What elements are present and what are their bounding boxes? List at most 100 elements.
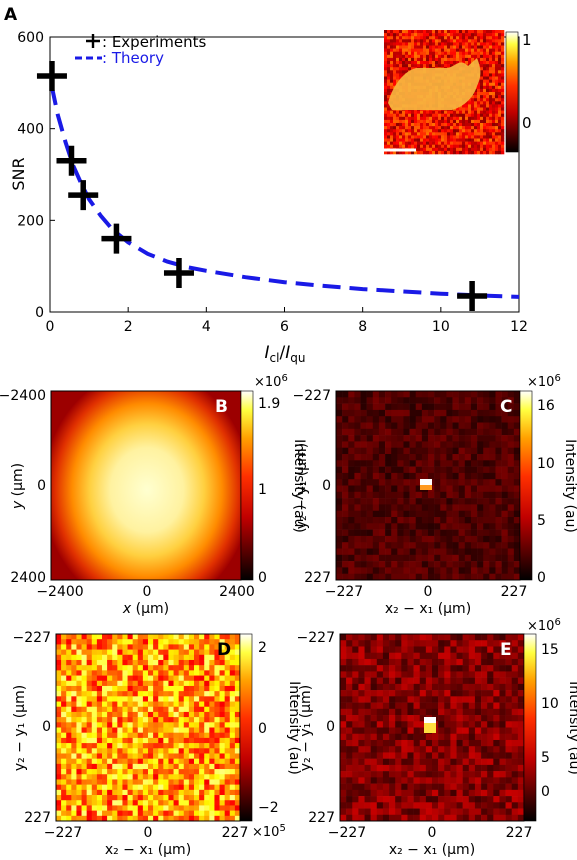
heatmap-cell <box>513 422 521 430</box>
heatmap-cell <box>401 783 408 791</box>
heatmap-cell <box>348 428 355 436</box>
heatmap-cell <box>498 147 502 152</box>
heatmap-cell <box>487 739 494 747</box>
heatmap-cell <box>411 54 415 59</box>
heatmap-cell <box>117 722 123 728</box>
panel-e-noise-field <box>340 634 525 822</box>
heatmap-cell <box>501 397 509 404</box>
heatmap-cell <box>492 98 496 102</box>
panel-d-colorbar <box>239 633 253 822</box>
heatmap-cell <box>505 634 513 641</box>
heatmap-cell <box>199 758 205 765</box>
heatmap-cell <box>395 727 402 735</box>
heatmap-cell <box>360 435 367 442</box>
heatmap-cell <box>346 677 353 685</box>
heatmap-cell <box>477 144 481 149</box>
heatmap-cell <box>421 391 429 398</box>
heatmap-cell <box>352 708 359 716</box>
heatmap-cell <box>178 706 185 713</box>
heatmap-cell <box>434 561 441 568</box>
heatmap-cell <box>477 116 481 121</box>
heatmap-cell <box>507 529 515 537</box>
heatmap-cell <box>340 715 347 722</box>
heatmap-cell <box>366 479 374 486</box>
heatmap-cell <box>444 138 448 142</box>
heatmap-cell <box>402 144 406 149</box>
heatmap-cell <box>153 779 159 785</box>
heatmap-cell <box>487 690 494 697</box>
heatmap-cell <box>354 416 361 423</box>
heatmap-cell <box>513 573 521 581</box>
heatmap-cell <box>340 646 347 653</box>
heatmap-cell <box>112 706 118 713</box>
heatmap-cell <box>163 644 169 650</box>
heatmap-cell <box>397 454 404 461</box>
heatmap-cell <box>456 646 463 653</box>
heatmap-cell <box>234 717 241 723</box>
heatmap-cell <box>390 116 394 121</box>
heatmap-cell <box>405 116 409 121</box>
heatmap-cell <box>209 701 215 708</box>
heatmap-cell <box>340 696 347 703</box>
heatmap-cell <box>376 696 384 703</box>
heatmap-cell <box>389 802 396 809</box>
heatmap-cell <box>234 670 241 676</box>
heatmap-cell <box>468 138 472 142</box>
heatmap-cell <box>483 73 487 77</box>
heatmap-cell <box>370 727 378 735</box>
heatmap-cell <box>91 670 98 676</box>
heatmap-cell <box>438 30 442 34</box>
heatmap-cell <box>483 542 490 549</box>
heatmap-cell <box>348 517 355 524</box>
heatmap-cell <box>342 567 349 574</box>
heatmap-cell <box>401 677 408 685</box>
heatmap-cell <box>360 454 367 461</box>
heatmap-cell <box>382 802 390 809</box>
heatmap-cell <box>336 535 343 543</box>
heatmap-cell <box>224 748 231 754</box>
heatmap-cell <box>511 752 519 759</box>
heatmap-cell <box>462 796 470 803</box>
panel-c-xtick-left: −227 <box>325 584 363 600</box>
heatmap-cell <box>517 808 525 816</box>
heatmap-cell <box>107 639 113 645</box>
heatmap-cell <box>352 739 359 747</box>
heatmap-cell <box>480 123 484 127</box>
heatmap-cell <box>224 644 231 650</box>
heatmap-cell <box>414 51 418 56</box>
heatmap-cell <box>194 779 200 785</box>
heatmap-cell <box>474 777 482 784</box>
heatmap-cell <box>468 144 472 149</box>
heatmap-cell <box>492 95 496 99</box>
heatmap-cell <box>474 634 482 641</box>
heatmap-cell <box>495 129 499 133</box>
heatmap-cell <box>342 391 349 398</box>
heatmap-cell <box>493 671 500 678</box>
heatmap-cell <box>501 561 509 568</box>
heatmap-cell <box>168 748 174 754</box>
heatmap-cell <box>163 691 169 697</box>
heatmap-cell <box>407 777 414 784</box>
heatmap-cell <box>199 675 205 682</box>
heatmap-cell <box>389 739 396 747</box>
heatmap-cell <box>342 535 349 543</box>
heatmap-cell <box>413 771 421 778</box>
heatmap-cell <box>132 758 139 765</box>
heatmap-cell <box>495 57 499 62</box>
heatmap-cell <box>505 696 513 703</box>
heatmap-cell <box>419 708 427 716</box>
heatmap-cell <box>148 753 154 759</box>
heatmap-cell <box>66 706 72 713</box>
heatmap-cell <box>153 753 159 759</box>
heatmap-cell <box>61 810 67 817</box>
heatmap-cell <box>384 126 388 130</box>
panel-d-xtick-right: 227 <box>222 825 249 841</box>
heatmap-cell <box>407 708 414 716</box>
heatmap-cell <box>421 554 429 562</box>
heatmap-cell <box>132 774 139 780</box>
heatmap-cell <box>411 144 415 149</box>
heatmap-cell <box>91 685 98 692</box>
heatmap-cell <box>91 753 98 759</box>
heatmap-cell <box>492 101 496 105</box>
heatmap-cell <box>493 814 500 822</box>
